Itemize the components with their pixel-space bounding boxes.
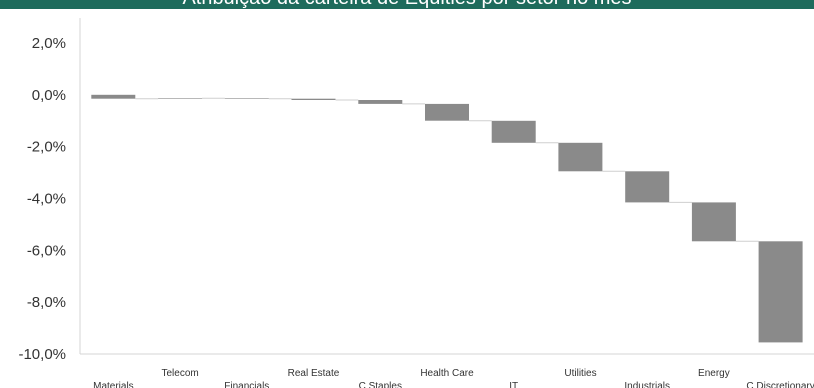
y-tick-label: -2,0% xyxy=(27,139,66,156)
x-tick-label: Utilities xyxy=(564,368,596,379)
x-tick-label: Financials xyxy=(224,381,269,388)
x-tick-label: IT xyxy=(509,381,518,388)
x-axis-ticks: Materials Telecom Financials Real Estate C S… xyxy=(93,368,814,388)
y-tick-label: 0,0% xyxy=(32,87,66,104)
y-tick-label: -8,0% xyxy=(27,294,66,311)
bar-industrials xyxy=(625,171,670,203)
x-tick-label: Energy xyxy=(698,368,730,379)
x-tick-label: Materials xyxy=(93,381,134,388)
bar-c-staples xyxy=(358,100,403,104)
x-tick-label: Health Care xyxy=(420,368,474,379)
bar-real-estate xyxy=(291,98,336,100)
bar-materials xyxy=(91,94,136,99)
x-tick-label: Telecom xyxy=(161,368,198,379)
connector-lines xyxy=(135,97,759,242)
bar-health-care xyxy=(425,103,469,121)
x-tick-label: Industrials xyxy=(624,381,670,388)
y-tick-label: -4,0% xyxy=(27,191,66,208)
bar-c-discretionary xyxy=(758,241,803,343)
bar-it xyxy=(491,120,536,143)
chart-title-bar: Atribuição da carteira de Equities por s… xyxy=(0,0,814,9)
bar-telecom xyxy=(158,98,203,99)
x-tick-label: Real Estate xyxy=(288,368,340,379)
bars xyxy=(91,94,803,343)
y-axis-ticks: 2,0% 0,0% -2,0% -4,0% -6,0% -8,0% -10,0% xyxy=(18,35,66,363)
bar-financials xyxy=(224,98,269,99)
y-tick-label: -10,0% xyxy=(18,346,66,363)
x-tick-label: C Staples xyxy=(359,381,402,388)
axes xyxy=(79,18,814,355)
bar-energy xyxy=(691,202,736,242)
y-tick-label: 2,0% xyxy=(32,35,66,52)
y-tick-label: -6,0% xyxy=(27,242,66,259)
bar-utilities xyxy=(558,142,603,172)
chart-title: Atribuição da carteira de Equities por s… xyxy=(0,0,814,9)
x-tick-label: C Discretionary xyxy=(746,381,814,388)
